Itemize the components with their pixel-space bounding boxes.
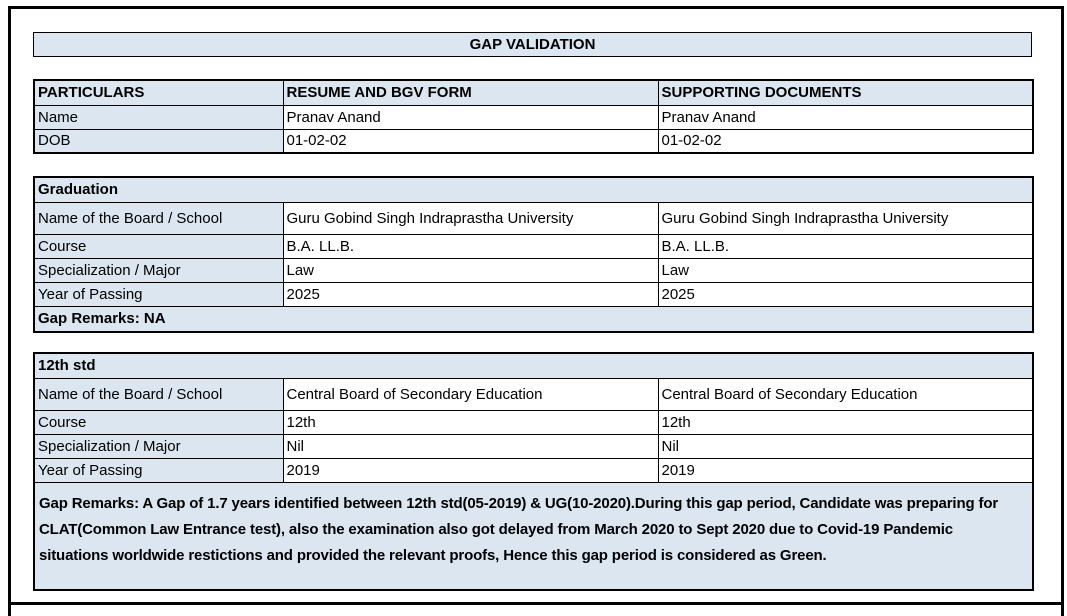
row-label-12th-board: Name of the Board / School — [33, 377, 284, 411]
page-border: GAP VALIDATION PARTICULARS RESUME AND BG… — [8, 6, 1064, 616]
cell-grad-board-supporting: Guru Gobind Singh Indraprastha Universit… — [657, 201, 1034, 235]
cell-grad-specialization-resume: Law — [282, 257, 659, 283]
cell-12th-year-supporting: 2019 — [657, 457, 1034, 483]
cell-dob-resume: 01-02-02 — [282, 128, 659, 154]
next-section-top-border — [11, 602, 1061, 605]
twelfth-gap-remarks-row: Gap Remarks: A Gap of 1.7 years identifi… — [33, 481, 1034, 591]
cell-dob-supporting: 01-02-02 — [657, 128, 1034, 154]
cell-grad-course-supporting: B.A. LL.B. — [657, 233, 1034, 259]
table-row-name: Name Pranav Anand Pranav Anand — [33, 104, 1034, 130]
cell-12th-course-resume: 12th — [282, 409, 659, 435]
table-row-12th-year: Year of Passing 2019 2019 — [33, 457, 1034, 483]
table-row-grad-year: Year of Passing 2025 2025 — [33, 281, 1034, 307]
table-row-12th-course: Course 12th 12th — [33, 409, 1034, 435]
particulars-table: PARTICULARS RESUME AND BGV FORM SUPPORTI… — [33, 79, 1034, 154]
row-label-grad-specialization: Specialization / Major — [33, 257, 284, 283]
cell-12th-board-supporting: Central Board of Secondary Education — [657, 377, 1034, 411]
row-label-grad-board: Name of the Board / School — [33, 201, 284, 235]
cell-12th-specialization-supporting: Nil — [657, 433, 1034, 459]
column-header-resume-bgv: RESUME AND BGV FORM — [282, 79, 659, 106]
table-row-dob: DOB 01-02-02 01-02-02 — [33, 128, 1034, 154]
graduation-gap-remarks-row: Gap Remarks: NA — [33, 305, 1034, 333]
twelfth-gap-remarks: Gap Remarks: A Gap of 1.7 years identifi… — [33, 481, 1034, 591]
row-label-12th-year: Year of Passing — [33, 457, 284, 483]
cell-12th-board-resume: Central Board of Secondary Education — [282, 377, 659, 411]
column-header-particulars: PARTICULARS — [33, 79, 284, 106]
column-header-supporting-documents: SUPPORTING DOCUMENTS — [657, 79, 1034, 106]
table-row-grad-course: Course B.A. LL.B. B.A. LL.B. — [33, 233, 1034, 259]
cell-name-resume: Pranav Anand — [282, 104, 659, 130]
cell-12th-course-supporting: 12th — [657, 409, 1034, 435]
cell-grad-year-supporting: 2025 — [657, 281, 1034, 307]
twelfth-std-table: 12th std Name of the Board / School Cent… — [33, 352, 1035, 591]
row-label-grad-year: Year of Passing — [33, 281, 284, 307]
row-label-dob: DOB — [33, 128, 284, 154]
section-title-graduation: Graduation — [33, 176, 1034, 203]
graduation-table: Graduation Name of the Board / School Gu… — [33, 176, 1035, 333]
cell-grad-course-resume: B.A. LL.B. — [282, 233, 659, 259]
row-label-12th-course: Course — [33, 409, 284, 435]
graduation-section-header-row: Graduation — [33, 176, 1034, 203]
cell-grad-board-resume: Guru Gobind Singh Indraprastha Universit… — [282, 201, 659, 235]
graduation-gap-remarks: Gap Remarks: NA — [33, 305, 1034, 333]
row-label-12th-specialization: Specialization / Major — [33, 433, 284, 459]
row-label-grad-course: Course — [33, 233, 284, 259]
cell-12th-specialization-resume: Nil — [282, 433, 659, 459]
page-title: GAP VALIDATION — [33, 32, 1032, 57]
twelfth-section-header-row: 12th std — [33, 352, 1034, 379]
cell-grad-specialization-supporting: Law — [657, 257, 1034, 283]
cell-name-supporting: Pranav Anand — [657, 104, 1034, 130]
particulars-header-row: PARTICULARS RESUME AND BGV FORM SUPPORTI… — [33, 79, 1034, 106]
table-row-12th-specialization: Specialization / Major Nil Nil — [33, 433, 1034, 459]
table-row-12th-board: Name of the Board / School Central Board… — [33, 377, 1034, 411]
cell-grad-year-resume: 2025 — [282, 281, 659, 307]
section-title-twelfth-std: 12th std — [33, 352, 1034, 379]
row-label-name: Name — [33, 104, 284, 130]
table-row-grad-board: Name of the Board / School Guru Gobind S… — [33, 201, 1034, 235]
cell-12th-year-resume: 2019 — [282, 457, 659, 483]
table-row-grad-specialization: Specialization / Major Law Law — [33, 257, 1034, 283]
